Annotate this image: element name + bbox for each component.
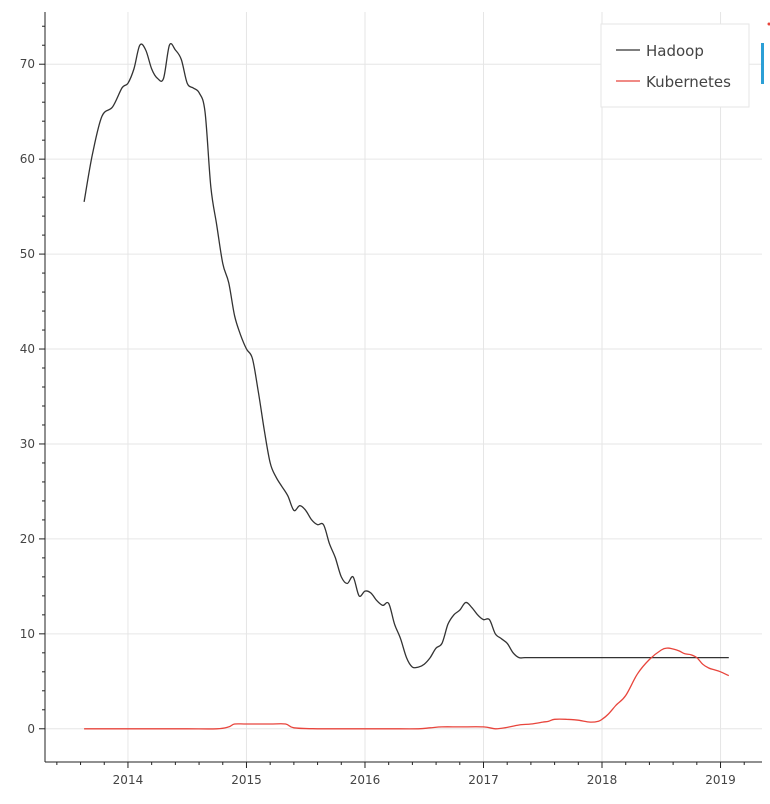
series-line-hadoop — [84, 44, 729, 668]
y-tick-label: 70 — [20, 57, 35, 71]
y-tick-label: 60 — [20, 152, 35, 166]
x-tick-label: 2016 — [350, 773, 381, 787]
legend-label-kubernetes: Kubernetes — [646, 73, 731, 91]
series-layer — [84, 44, 729, 729]
x-tick-label: 2015 — [231, 773, 262, 787]
toolbar-indicator — [761, 43, 764, 84]
legend-box — [601, 24, 749, 107]
y-tick-label: 40 — [20, 342, 35, 356]
legend-label-hadoop: Hadoop — [646, 42, 704, 60]
x-tick-label: 2018 — [587, 773, 618, 787]
y-tick-label: 0 — [27, 722, 35, 736]
x-tick-label: 2014 — [113, 773, 144, 787]
y-tick-label: 20 — [20, 532, 35, 546]
series-line-kubernetes — [84, 648, 729, 729]
y-tick-label: 10 — [20, 627, 35, 641]
legend: Hadoop Kubernetes — [601, 24, 749, 107]
y-tick-label: 30 — [20, 437, 35, 451]
axes: 0 10 20 30 40 50 60 70 2014 2015 2016 2017 2018 2019 — [20, 12, 762, 787]
x-tick-label: 2017 — [468, 773, 499, 787]
x-tick-label: 2019 — [705, 773, 736, 787]
y-tick-label: 50 — [20, 247, 35, 261]
